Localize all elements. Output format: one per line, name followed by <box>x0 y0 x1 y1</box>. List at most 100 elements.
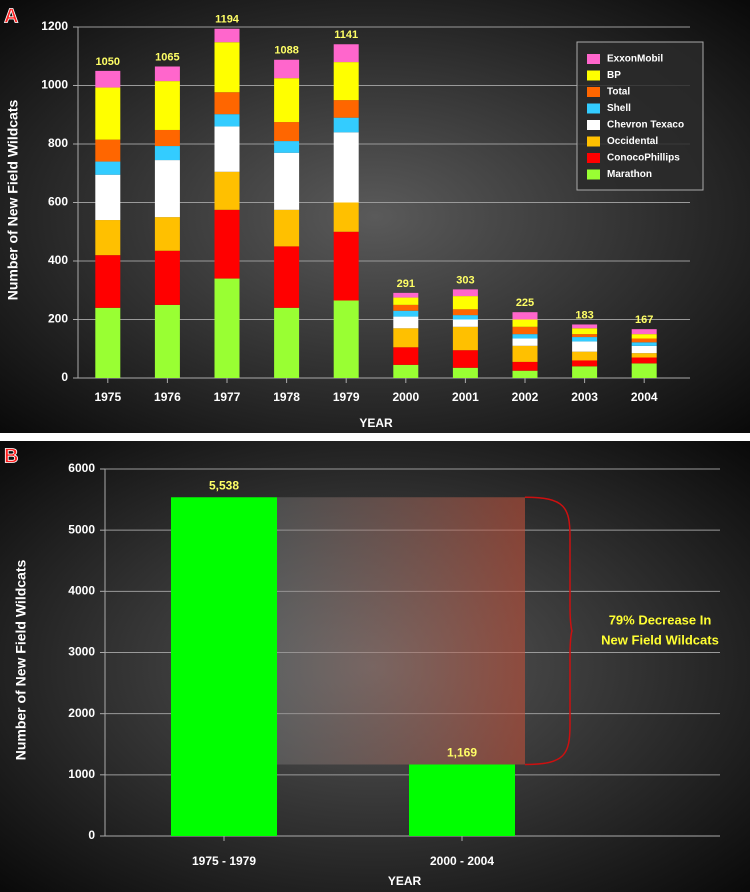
y-tick-label: 600 <box>48 195 68 209</box>
legend-swatch <box>587 153 600 163</box>
bar-segment <box>393 304 419 311</box>
legend-label: Marathon <box>607 169 652 180</box>
bar-segment <box>214 171 240 210</box>
legend-swatch <box>587 70 600 81</box>
bar-segment <box>274 307 300 378</box>
total-label: 1050 <box>96 56 120 68</box>
bar-segment <box>393 297 419 305</box>
value-label: 1,169 <box>447 746 477 760</box>
bar-segment <box>95 70 121 88</box>
bar-segment <box>95 174 121 221</box>
bar-segment <box>95 255 121 308</box>
bar-segment <box>512 326 538 335</box>
legend-swatch <box>587 120 600 130</box>
annotation: New Field Wildcats <box>601 632 719 647</box>
panel-letter: B <box>4 445 18 467</box>
x-tick-label: 2000 <box>392 390 419 404</box>
bar-segment <box>631 338 657 343</box>
bar-segment <box>274 141 300 153</box>
bar-segment <box>631 357 657 364</box>
bar-segment <box>274 246 300 308</box>
bar-segment <box>631 345 657 354</box>
bar-segment <box>512 334 538 339</box>
bar-segment <box>512 370 538 378</box>
bar-segment <box>333 117 359 133</box>
y-tick-label: 200 <box>48 312 68 326</box>
bar-segment <box>154 304 180 378</box>
bar-segment <box>393 292 419 298</box>
total-label: 183 <box>575 309 593 321</box>
bar-segment <box>452 296 478 310</box>
bar-segment <box>214 114 240 127</box>
bar-segment <box>95 87 121 140</box>
bar-segment <box>572 351 598 361</box>
bar-segment <box>214 42 240 93</box>
bar-segment <box>572 334 598 338</box>
bar-segment <box>572 337 598 342</box>
x-axis-title: YEAR <box>388 874 422 888</box>
x-tick-label: 2000 - 2004 <box>430 854 494 868</box>
x-axis-title: YEAR <box>359 416 393 430</box>
x-tick-label: 1977 <box>214 390 241 404</box>
bar-segment <box>572 360 598 367</box>
legend-label: Occidental <box>607 136 658 147</box>
legend-label: ConocoPhillips <box>607 153 680 164</box>
x-tick-label: 1976 <box>154 390 181 404</box>
legend-box <box>576 41 704 191</box>
y-tick-label: 800 <box>48 136 68 150</box>
legend-swatch <box>587 87 600 97</box>
legend-label: Chevron Texaco <box>607 120 684 131</box>
bar-segment <box>631 342 657 346</box>
bar-segment <box>214 278 240 378</box>
bar-segment <box>452 309 478 316</box>
bar-segment <box>631 334 657 339</box>
bar-segment <box>572 324 598 329</box>
total-label: 167 <box>635 314 653 326</box>
total-label: 291 <box>397 278 415 290</box>
total-label: 1141 <box>334 29 358 41</box>
bar-segment <box>154 250 180 305</box>
bar-segment <box>214 28 240 43</box>
x-tick-label: 1978 <box>273 390 300 404</box>
bar-segment <box>154 66 180 82</box>
bar-segment <box>333 100 359 118</box>
bar-segment <box>154 146 180 161</box>
total-label: 1194 <box>215 14 240 26</box>
y-tick-label: 6000 <box>68 461 95 475</box>
x-tick-label: 2002 <box>512 390 539 404</box>
bar-segment <box>452 315 478 320</box>
x-tick-label: 1975 <box>94 390 121 404</box>
bar-segment <box>393 328 419 348</box>
x-tick-label: 2004 <box>631 390 658 404</box>
bar-segment <box>95 220 121 256</box>
bar-segment <box>393 347 419 365</box>
total-label: 303 <box>456 274 474 286</box>
bar-segment <box>452 326 478 351</box>
y-tick-label: 2000 <box>68 706 95 720</box>
bar-segment <box>393 316 419 329</box>
bar-segment <box>452 319 478 327</box>
y-tick-label: 1200 <box>41 19 68 33</box>
bar-segment <box>214 92 240 115</box>
bar-segment <box>512 338 538 346</box>
legend-label: Shell <box>607 103 631 114</box>
bar-segment <box>512 312 538 320</box>
bar-segment <box>95 161 121 175</box>
y-tick-label: 5000 <box>68 522 95 536</box>
bar-segment <box>333 231 359 301</box>
total-label: 225 <box>516 297 534 309</box>
y-tick-label: 0 <box>61 370 68 384</box>
x-tick-label: 2001 <box>452 390 479 404</box>
bar-segment <box>333 44 359 63</box>
decrease-shade <box>277 497 525 765</box>
bar-segment <box>214 209 240 279</box>
bar-segment <box>631 353 657 358</box>
bar-segment <box>512 345 538 362</box>
bar-segment <box>631 363 657 378</box>
bar <box>409 764 515 836</box>
bar-segment <box>274 59 300 79</box>
bar <box>171 497 277 836</box>
y-tick-label: 1000 <box>41 78 68 92</box>
y-tick-label: 4000 <box>68 584 95 598</box>
